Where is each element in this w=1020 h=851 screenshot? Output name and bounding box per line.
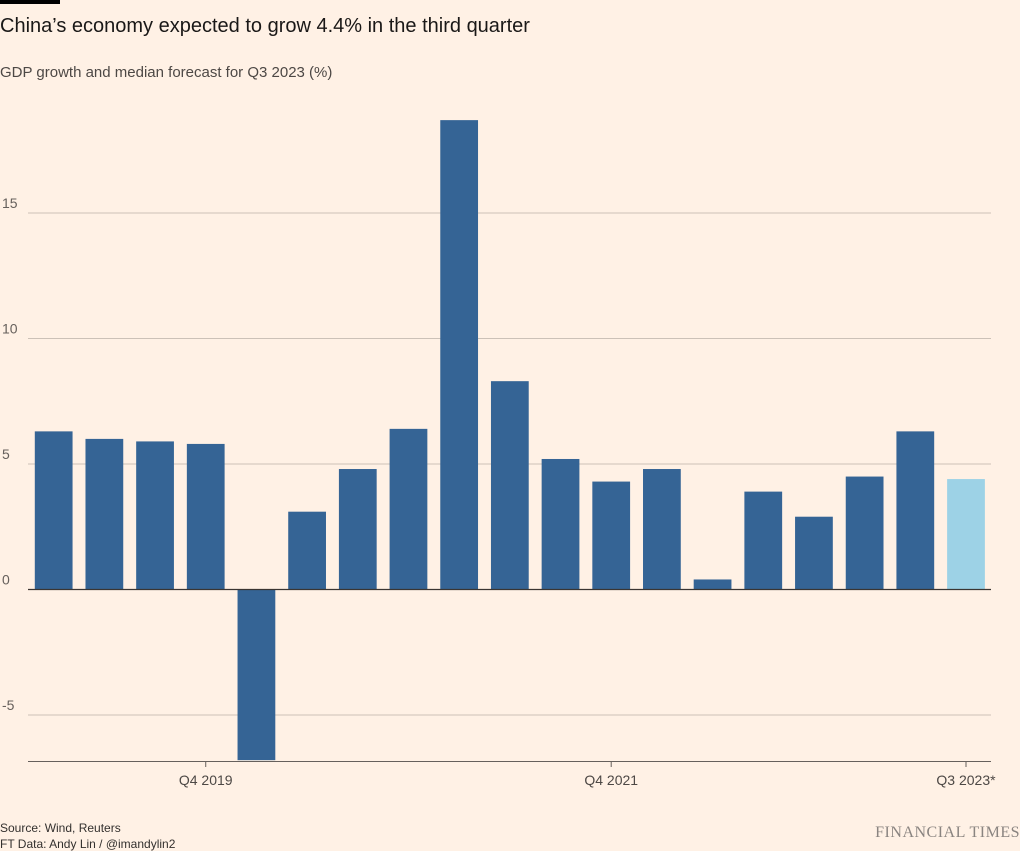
y-tick-label: 5 <box>2 446 10 462</box>
bar <box>744 491 783 590</box>
y-tick-label: 0 <box>2 572 10 588</box>
x-tick-label: Q4 2019 <box>179 772 233 788</box>
axes: -5 0 5 10 15 Q4 2019 Q4 2021 Q3 2023* <box>2 195 996 788</box>
bar <box>693 579 732 590</box>
credit-note: FT Data: Andy Lin / @imandylin2 <box>0 837 176 851</box>
bar <box>896 431 935 590</box>
bar <box>541 458 580 590</box>
bar <box>389 428 428 590</box>
bar <box>440 120 479 590</box>
chart-title: China’s economy expected to grow 4.4% in… <box>0 15 530 37</box>
forecast-bar <box>947 479 985 590</box>
ft-top-bar <box>0 0 60 4</box>
bar <box>795 516 833 590</box>
bar <box>34 431 73 590</box>
bar <box>288 511 326 590</box>
ft-logo: FINANCIAL TIMES <box>875 824 1020 841</box>
y-tick-label: -5 <box>2 697 15 713</box>
bar <box>237 589 276 761</box>
bar <box>845 476 884 590</box>
bar <box>592 481 631 590</box>
bar <box>136 441 174 590</box>
x-tick-label: Q3 2023* <box>936 772 996 788</box>
bar <box>490 381 529 590</box>
y-tick-label: 10 <box>2 321 18 337</box>
x-tick-label: Q4 2021 <box>584 772 638 788</box>
y-tick-label: 15 <box>2 195 18 211</box>
bar <box>186 443 225 590</box>
chart-subtitle: GDP growth and median forecast for Q3 20… <box>0 64 333 81</box>
bar <box>338 469 377 590</box>
bar <box>643 469 681 590</box>
bars <box>34 120 985 761</box>
bar <box>85 438 124 590</box>
source-note: Source: Wind, Reuters <box>0 821 121 835</box>
